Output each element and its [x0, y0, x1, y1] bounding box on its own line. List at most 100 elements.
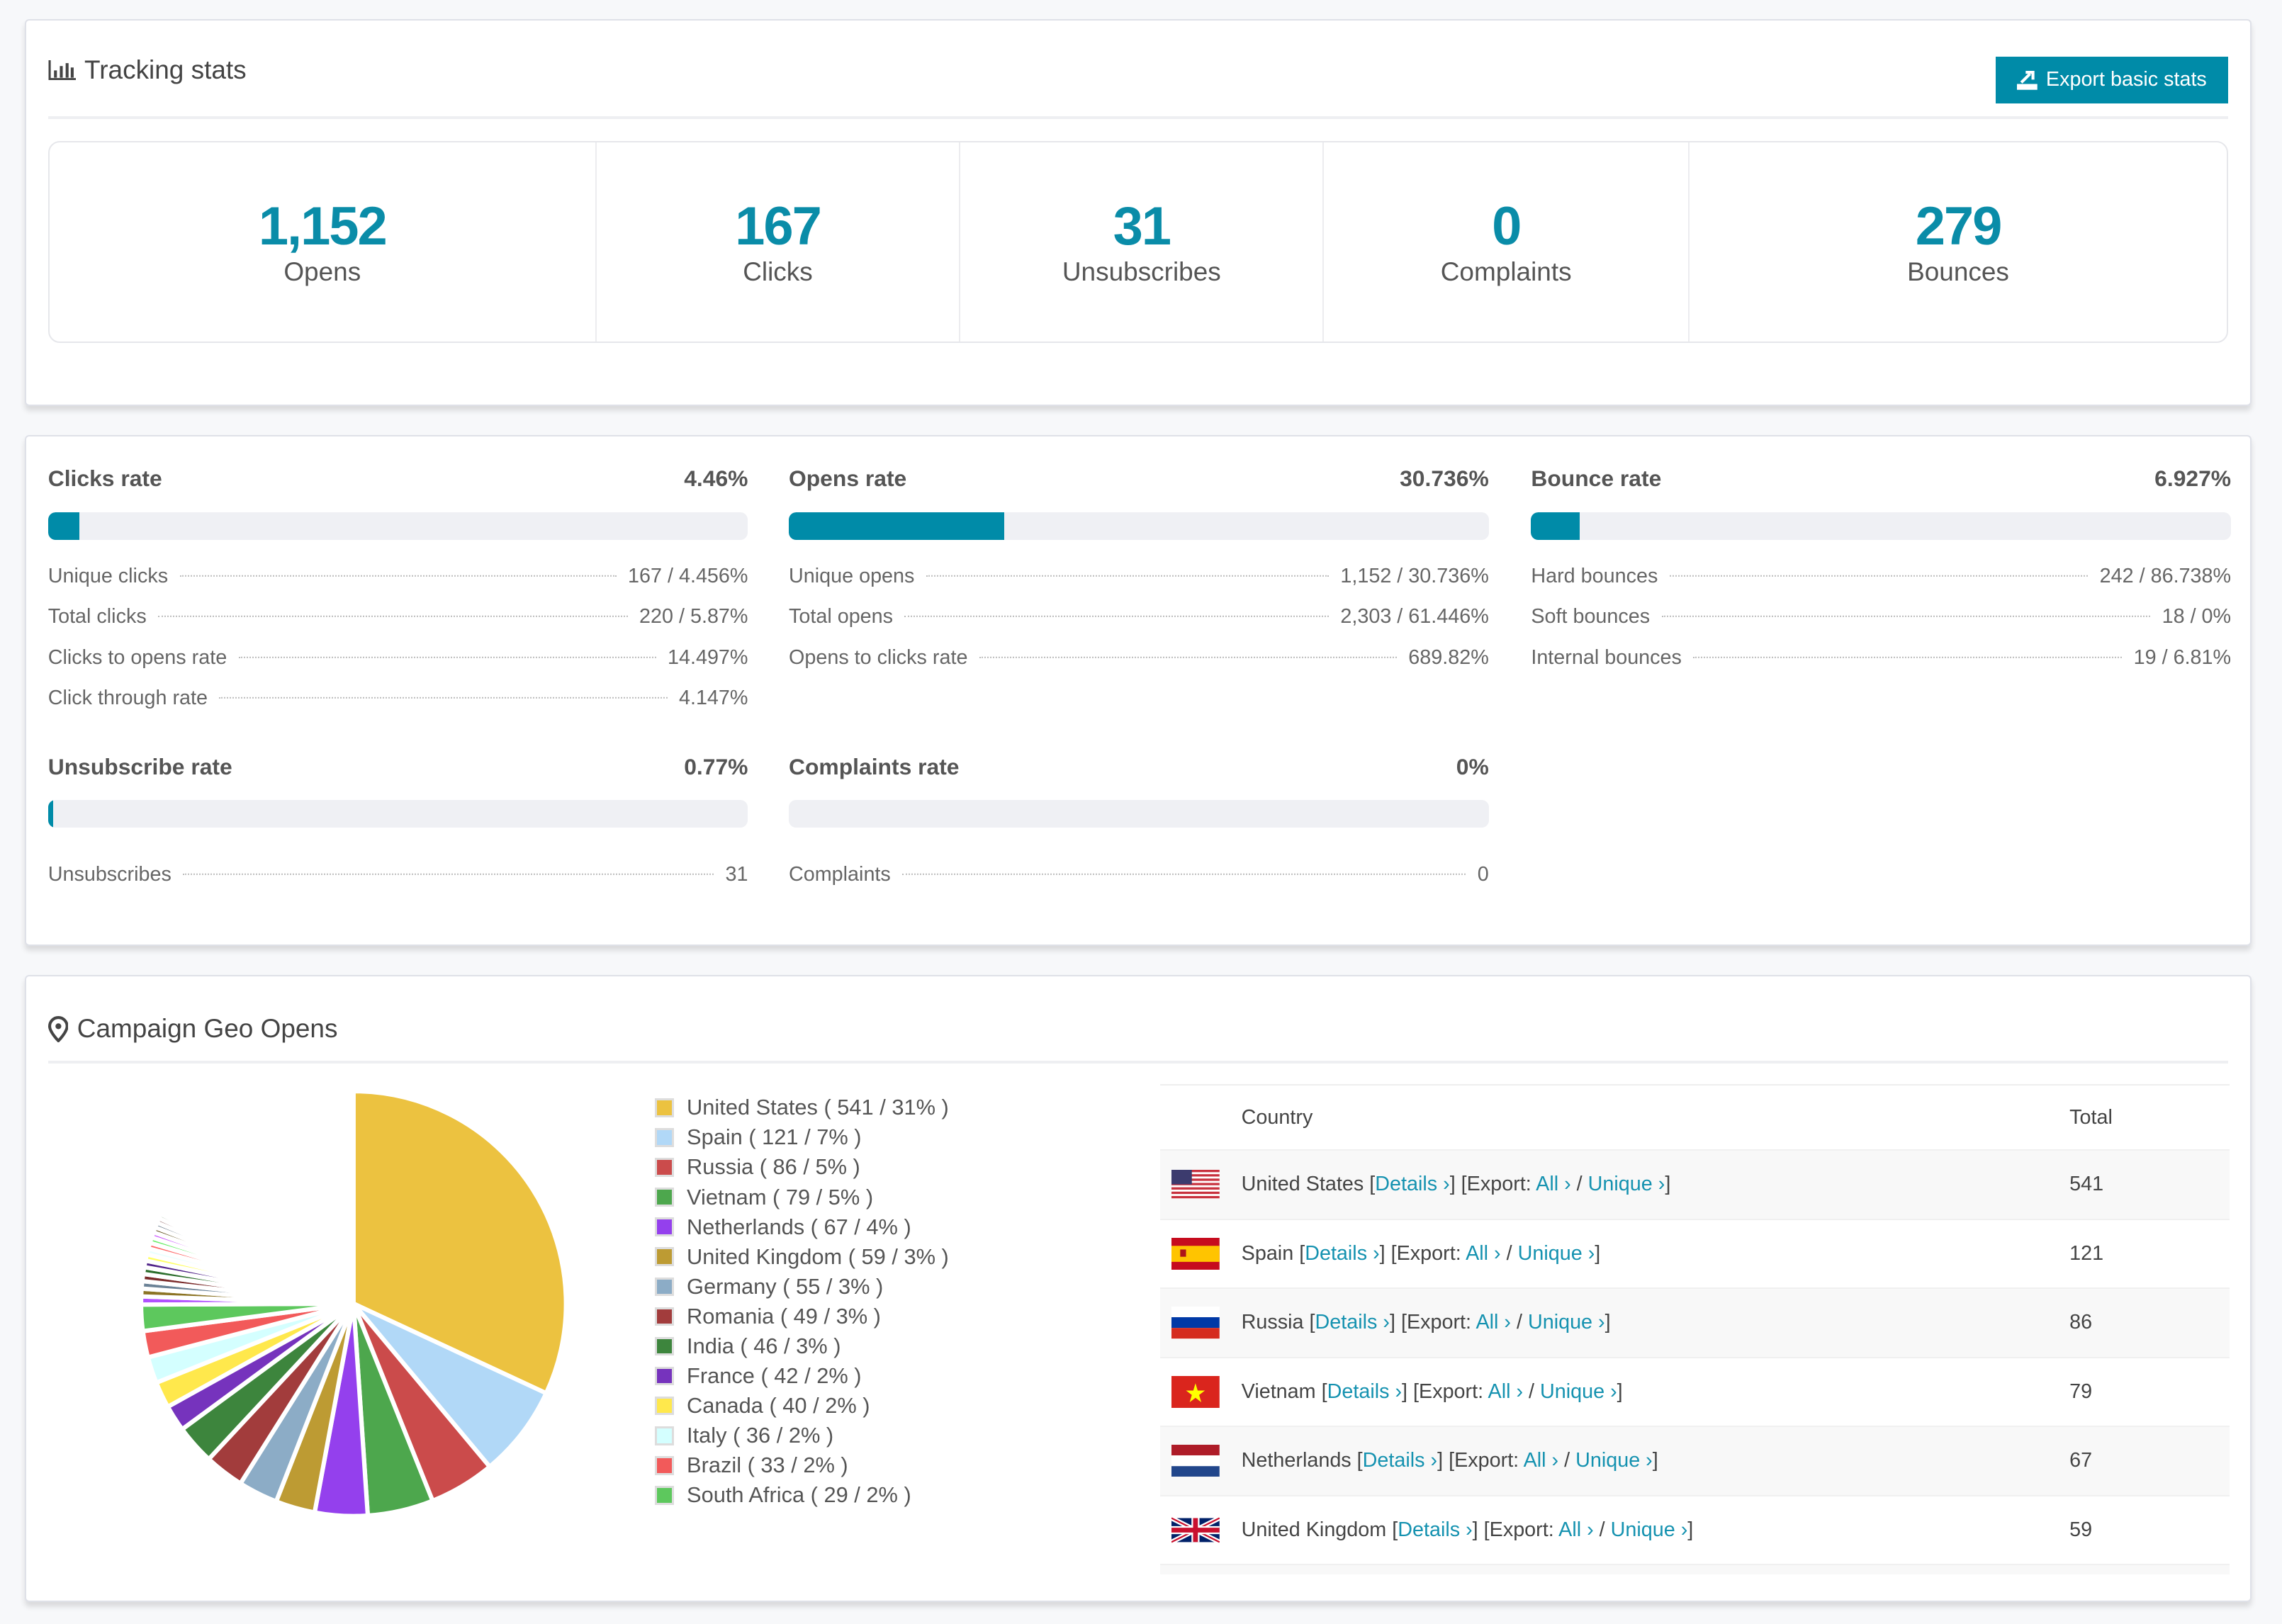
export-label: Export:	[1454, 1449, 1519, 1472]
rate-detail-row: Complaints 0	[789, 863, 1489, 904]
export-unique-link[interactable]: Unique ›	[1587, 1173, 1665, 1196]
legend-swatch	[655, 1426, 674, 1445]
legend-swatch	[655, 1366, 674, 1386]
export-all-link[interactable]: All ›	[1476, 1311, 1511, 1334]
legend-label: United Kingdom ( 59 / 3% )	[687, 1244, 949, 1269]
legend-label: Romania ( 49 / 3% )	[687, 1303, 881, 1329]
export-all-link[interactable]: All ›	[1488, 1380, 1524, 1403]
rate-detail-row: Total opens 2,303 / 61.446%	[789, 605, 1489, 646]
rate-detail-row: Total clicks 220 / 5.87%	[48, 605, 748, 646]
row-value: 1,152 / 30.736%	[1340, 564, 1489, 587]
details-link[interactable]: Details ›	[1315, 1311, 1390, 1334]
legend-item: Germany ( 55 / 3% )	[655, 1272, 949, 1302]
stats-summary: 1,152 Opens 167 Clicks 31 Unsubscribes 0 Com…	[47, 141, 2229, 344]
legend-item: Netherlands ( 67 / 4% )	[655, 1212, 949, 1242]
table-row: Germany [Details ›] [Export: All › / Uni…	[1159, 1564, 2230, 1574]
export-unique-link[interactable]: Unique ›	[1540, 1380, 1617, 1403]
export-unique-link[interactable]: Unique ›	[1575, 1449, 1653, 1472]
table-row: United Kingdom [Details ›] [Export: All …	[1159, 1494, 2230, 1564]
legend-swatch	[655, 1158, 674, 1177]
table-row: Spain [Details ›] [Export: All › / Uniqu…	[1159, 1218, 2230, 1287]
nl-flag-icon	[1160, 1445, 1242, 1477]
dotted-leader	[219, 697, 668, 699]
rate-value: 0%	[1456, 753, 1489, 779]
country-name: Vietnam	[1241, 1380, 1316, 1403]
rate-header: Unsubscribe rate 0.77%	[48, 754, 748, 783]
export-unique-link[interactable]: Unique ›	[1610, 1518, 1688, 1541]
legend-label: France ( 42 / 2% )	[687, 1363, 862, 1389]
export-label: Export:	[1466, 1173, 1531, 1196]
details-link[interactable]: Details ›	[1375, 1173, 1450, 1196]
legend-swatch	[655, 1336, 674, 1356]
export-button-label: Export basic stats	[2045, 68, 2207, 91]
stat-unsubscribes: 31 Unsubscribes	[959, 142, 1322, 342]
row-value: 18 / 0%	[2162, 605, 2232, 628]
table-row: Netherlands [Details ›] [Export: All › /…	[1159, 1426, 2230, 1495]
rate-block: Unsubscribe rate 0.77% Unsubscribes 31	[47, 754, 748, 904]
rate-detail-row: Hard bounces 242 / 86.738%	[1531, 565, 2231, 606]
table-header: Country Total	[1160, 1086, 2230, 1149]
bar-chart-icon	[48, 60, 76, 81]
row-label: Unique opens	[788, 564, 915, 587]
tracking-stats-card: Tracking stats Export basic stats 1,152 O…	[24, 18, 2252, 406]
export-basic-stats-button[interactable]: Export basic stats	[1995, 57, 2229, 103]
dotted-leader	[1669, 575, 2089, 577]
rate-detail-row: Unique opens 1,152 / 30.736%	[789, 565, 1489, 606]
dotted-leader	[158, 616, 628, 617]
rate-value: 30.736%	[1400, 466, 1489, 492]
rate-block: Clicks rate 4.46% Unique clicks 167 / 4.45…	[47, 466, 748, 728]
details-link[interactable]: Details ›	[1305, 1241, 1380, 1265]
rate-detail-row: Clicks to opens rate 14.497%	[48, 646, 748, 687]
rate-header: Clicks rate 4.46%	[48, 466, 748, 495]
details-link[interactable]: Details ›	[1327, 1380, 1403, 1403]
rate-detail-row: Unsubscribes 31	[48, 863, 748, 904]
header-total: Total	[2069, 1105, 2113, 1129]
rate-progress-bar	[47, 512, 748, 540]
table-row: Vietnam [Details ›] [Export: All › / Uni…	[1159, 1356, 2230, 1426]
export-all-link[interactable]: All ›	[1466, 1241, 1501, 1265]
divider	[47, 116, 2229, 120]
total-cell: 121	[2069, 1241, 2104, 1265]
stat-value: 1,152	[258, 196, 388, 256]
rate-progress-fill	[47, 512, 79, 540]
row-value: 689.82%	[1408, 645, 1489, 669]
rate-header: Opens rate 30.736%	[789, 466, 1489, 495]
export-unique-link[interactable]: Unique ›	[1517, 1241, 1595, 1265]
pie-legend: United States ( 541 / 31% ) Spain ( 121 /…	[655, 1093, 949, 1510]
pie-slice	[351, 1089, 568, 1397]
export-all-link[interactable]: All ›	[1536, 1173, 1571, 1196]
legend-label: Russia ( 86 / 5% )	[687, 1154, 860, 1180]
row-value: 4.147%	[678, 687, 748, 710]
legend-label: Germany ( 55 / 3% )	[687, 1273, 884, 1299]
export-label: Export:	[1489, 1518, 1554, 1541]
legend-item: Vietnam ( 79 / 5% )	[655, 1182, 949, 1212]
export-icon	[2016, 69, 2038, 91]
export-label: Export:	[1406, 1311, 1472, 1334]
rate-value: 6.927%	[2154, 466, 2232, 492]
row-value: 242 / 86.738%	[2099, 564, 2232, 587]
export-all-link[interactable]: All ›	[1523, 1449, 1559, 1472]
legend-item: Spain ( 121 / 7% )	[655, 1122, 949, 1152]
stat-opens: 1,152 Opens	[50, 142, 595, 342]
legend-label: Vietnam ( 79 / 5% )	[687, 1184, 874, 1209]
legend-swatch	[655, 1188, 674, 1207]
legend-item: United States ( 541 / 31% )	[655, 1093, 949, 1122]
rate-progress-bar	[788, 512, 1489, 540]
geo-table[interactable]: Country Total United States [Details ›] …	[1159, 1083, 2230, 1574]
details-link[interactable]: Details ›	[1362, 1449, 1438, 1472]
export-all-link[interactable]: All ›	[1558, 1518, 1594, 1541]
row-value: 14.497%	[667, 645, 748, 669]
rate-header: Complaints rate 0%	[789, 754, 1489, 783]
es-flag-icon	[1160, 1237, 1242, 1270]
rate-detail-row: Unique clicks 167 / 4.456%	[48, 565, 748, 606]
row-label: Soft bounces	[1531, 605, 1651, 628]
legend-item: United Kingdom ( 59 / 3% )	[655, 1242, 949, 1272]
rate-detail-row: Opens to clicks rate 689.82%	[789, 646, 1489, 687]
details-link[interactable]: Details ›	[1398, 1518, 1473, 1541]
export-unique-link[interactable]: Unique ›	[1527, 1311, 1605, 1334]
legend-swatch	[655, 1277, 674, 1297]
stat-value: 31	[1113, 196, 1171, 256]
rate-value: 4.46%	[684, 466, 748, 492]
country-cell: United Kingdom [Details ›] [Export: All …	[1241, 1518, 1694, 1541]
